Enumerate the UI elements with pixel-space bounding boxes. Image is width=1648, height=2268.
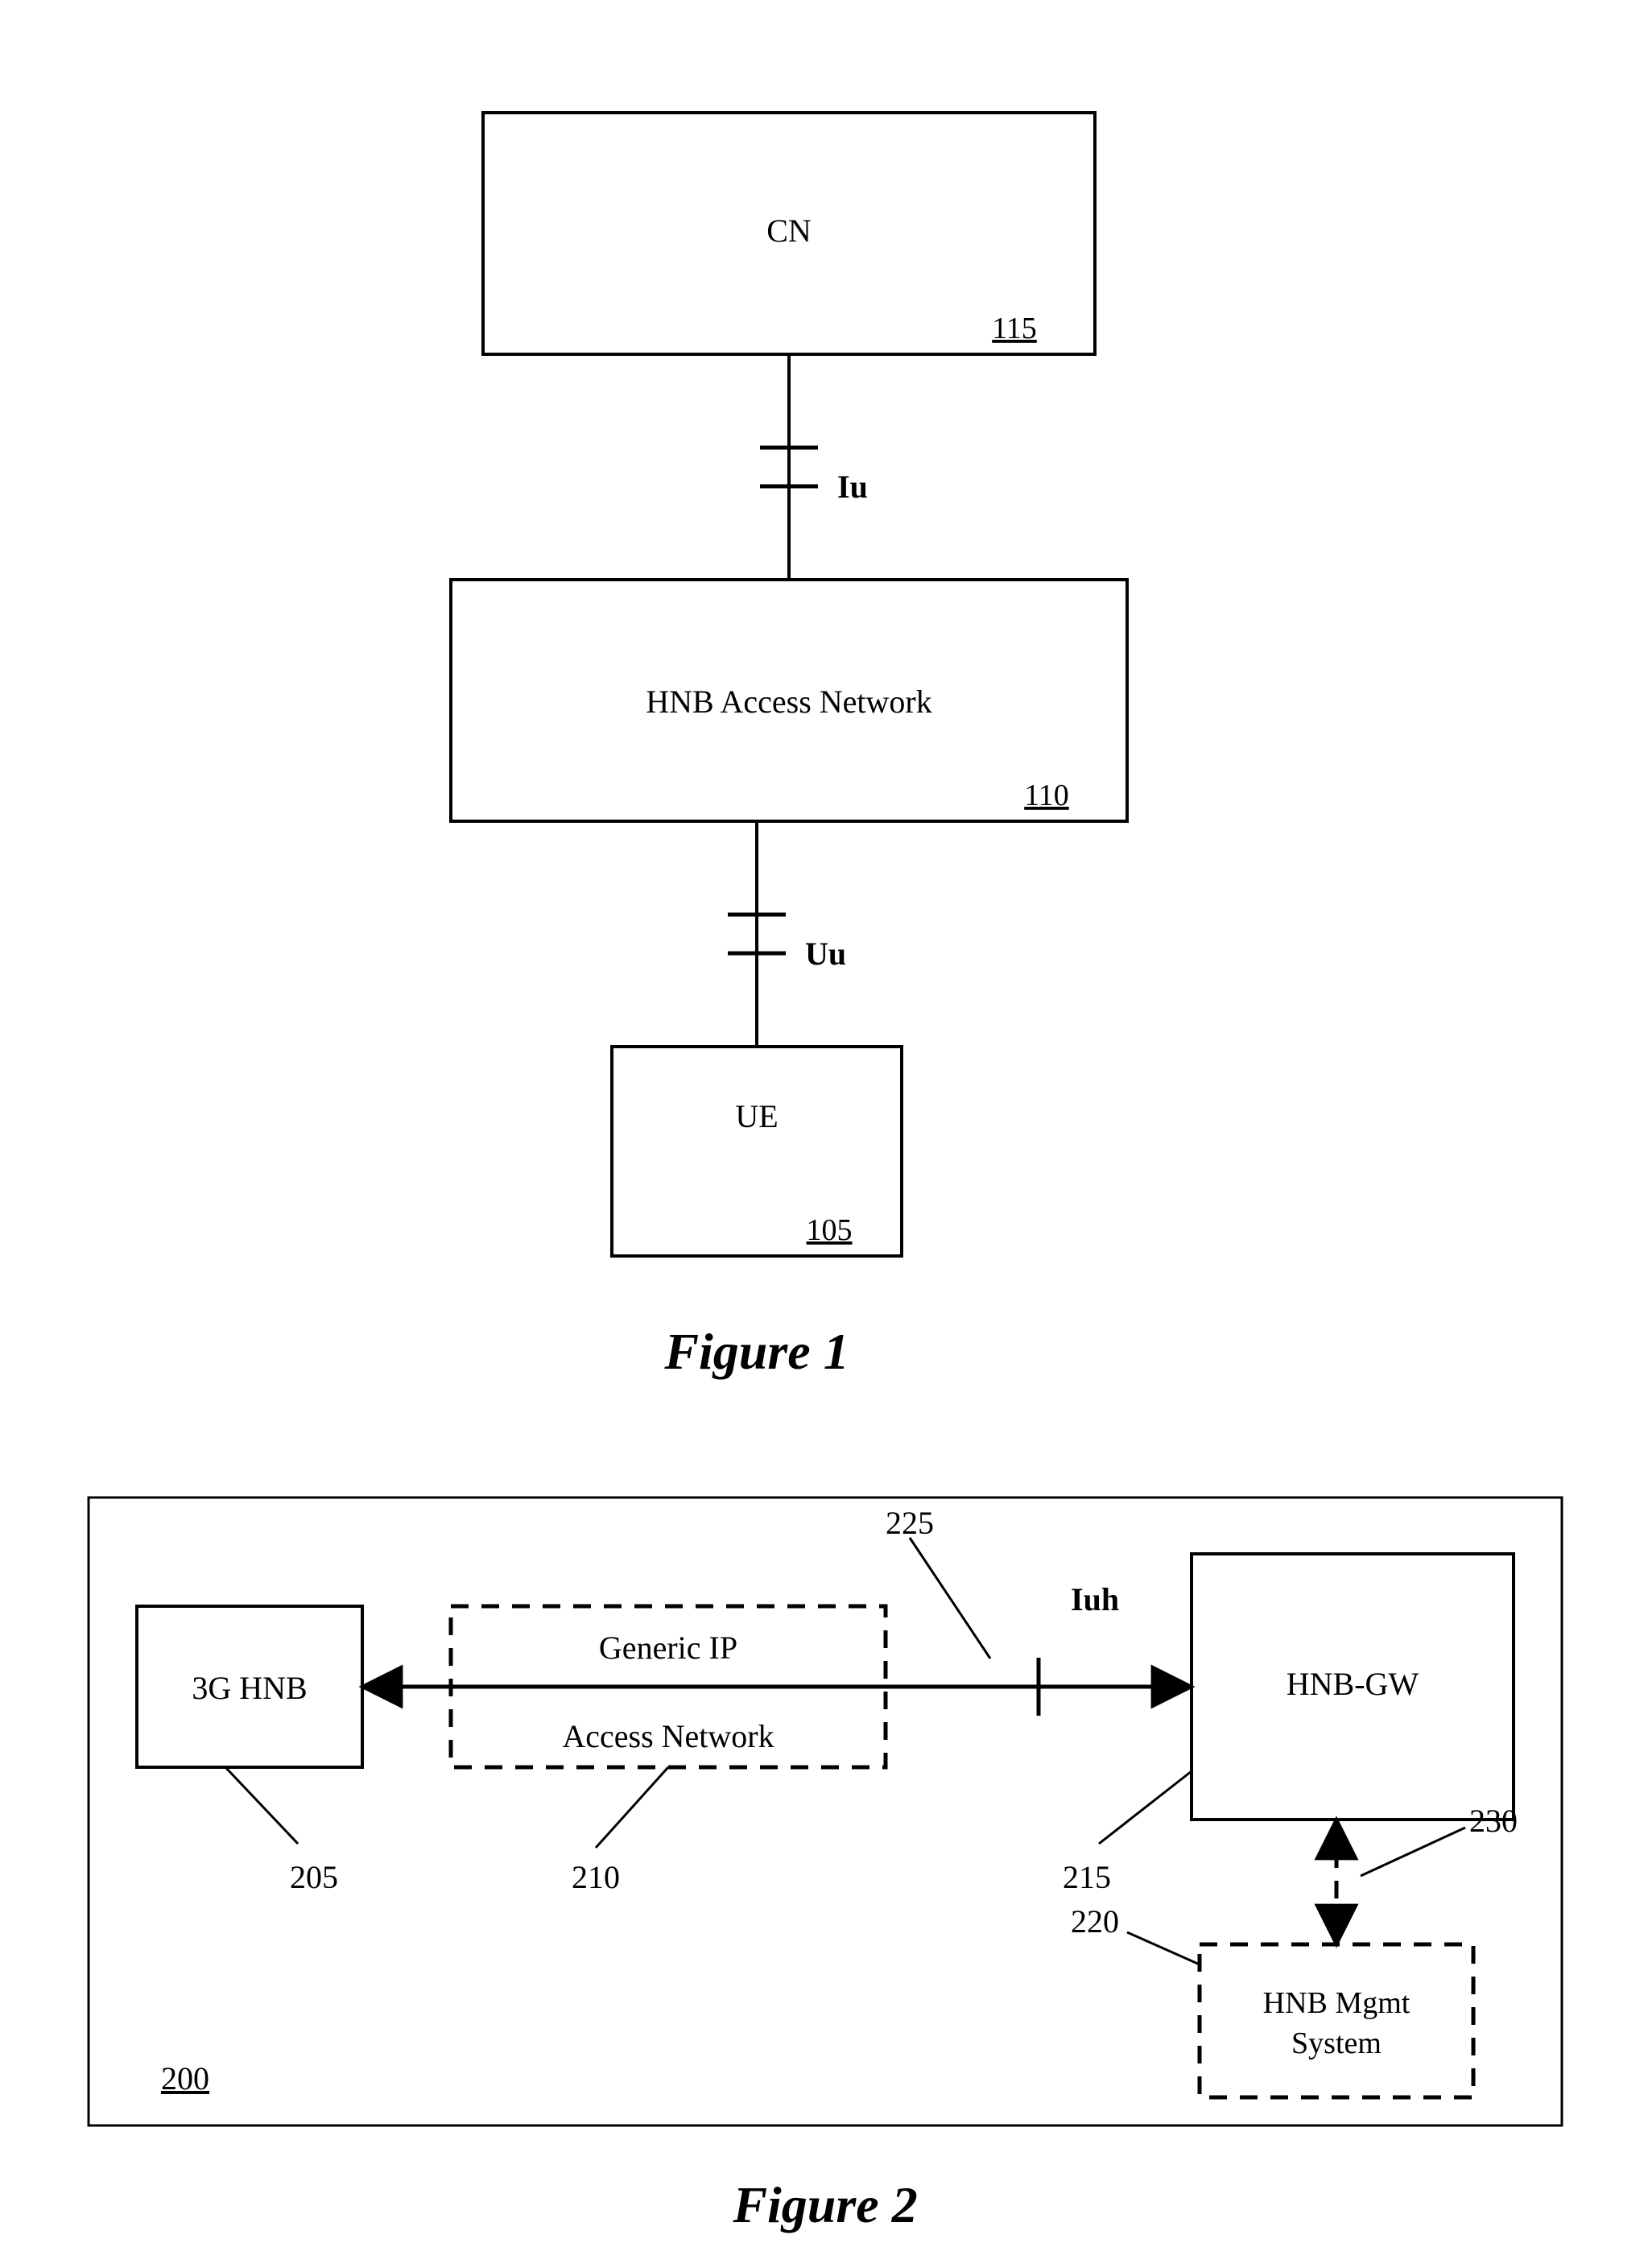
- cn-ref: 115: [992, 312, 1037, 345]
- han-label: HNB Access Network: [646, 684, 932, 720]
- ue-label: UE: [735, 1098, 778, 1134]
- mgmt-node: HNB Mgmt System 220: [1071, 1903, 1473, 2097]
- ref-230: 230: [1469, 1803, 1518, 1839]
- ipnet-label-top: Generic IP: [599, 1630, 737, 1666]
- hnb-node: 3G HNB 205: [137, 1606, 362, 1895]
- mgmt-label-1: HNB Mgmt: [1263, 1986, 1411, 2020]
- figure-1-caption: Figure 1: [663, 1323, 849, 1380]
- ipnet-node: Generic IP Access Network 210: [451, 1606, 886, 1895]
- hnb-label: 3G HNB: [192, 1670, 307, 1706]
- ref-225: 225: [886, 1505, 934, 1541]
- gw-node: HNB-GW 215: [1063, 1554, 1514, 1895]
- uu-label: Uu: [805, 936, 846, 972]
- ipnet-ref: 210: [572, 1859, 620, 1895]
- ue-ref: 105: [807, 1213, 853, 1247]
- iu-label: Iu: [837, 469, 868, 505]
- figure-1: CN 115 HNB Access Network 110 UE 105 Iu: [451, 113, 1127, 1380]
- mgmt-ref: 220: [1071, 1903, 1119, 1940]
- link-uu: Uu: [728, 821, 846, 1047]
- hnb-ref: 205: [290, 1859, 338, 1895]
- gw-label: HNB-GW: [1287, 1666, 1419, 1702]
- figure-2: 200 3G HNB 205 Generic IP Access Network…: [89, 1498, 1562, 2233]
- figure-2-frame-ref: 200: [161, 2060, 209, 2097]
- han-node: HNB Access Network 110: [451, 580, 1127, 821]
- ue-box: [612, 1047, 902, 1256]
- ue-node: UE 105: [612, 1047, 902, 1256]
- ipnet-label-bot: Access Network: [562, 1718, 774, 1754]
- iuh-label: Iuh: [1071, 1581, 1119, 1617]
- cn-label: CN: [766, 213, 812, 249]
- canvas: CN 115 HNB Access Network 110 UE 105 Iu: [0, 0, 1648, 2268]
- han-ref: 110: [1024, 779, 1069, 812]
- v-link: 230: [1336, 1803, 1518, 1944]
- figure-2-caption: Figure 2: [732, 2176, 917, 2233]
- cn-node: CN 115: [483, 113, 1095, 354]
- gw-ref: 215: [1063, 1859, 1111, 1895]
- link-iu: Iu: [760, 354, 868, 580]
- mgmt-label-2: System: [1291, 2026, 1382, 2060]
- h-link: Iuh 225: [362, 1505, 1192, 1716]
